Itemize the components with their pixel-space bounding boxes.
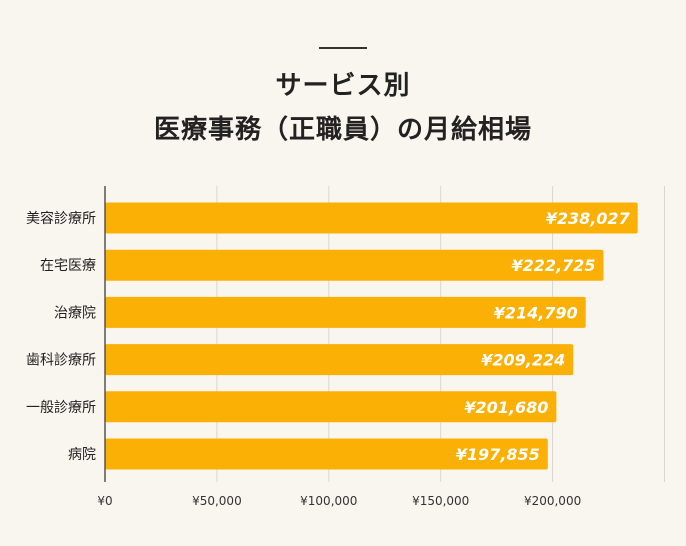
category-label: 病院 xyxy=(68,447,96,463)
category-label: 歯科診療所 xyxy=(26,352,96,369)
data-label: ¥201,680 xyxy=(464,398,548,417)
title-rule xyxy=(319,47,367,49)
x-tick-label: ¥50,000 xyxy=(192,494,242,508)
data-label: ¥197,855 xyxy=(456,445,540,464)
x-tick-label: ¥150,000 xyxy=(412,494,469,508)
category-label: 美容診療所 xyxy=(26,210,96,227)
x-tick-label: ¥200,000 xyxy=(524,494,581,508)
bar xyxy=(105,249,604,281)
chart-title-line-1: サービス別 xyxy=(275,71,411,101)
x-tick-label: ¥0 xyxy=(97,494,112,508)
category-label: 一般診療所 xyxy=(26,399,96,416)
bar xyxy=(105,344,574,376)
chart-title-line-2: 医療事務（正職員）の月給相場 xyxy=(153,115,532,145)
bar xyxy=(105,296,586,328)
axes: ¥0 ¥50,000 ¥100,000 ¥150,000 ¥200,000 xyxy=(97,186,581,508)
data-label: ¥222,725 xyxy=(511,256,595,275)
grid-lines xyxy=(216,186,665,482)
category-label: 在宅医療 xyxy=(40,257,96,274)
bar xyxy=(105,391,557,423)
data-label: ¥209,224 xyxy=(481,351,565,370)
category-label: 治療院 xyxy=(54,304,96,321)
data-label: ¥238,027 xyxy=(546,209,631,228)
data-label: ¥214,790 xyxy=(494,303,578,322)
x-tick-label: ¥100,000 xyxy=(300,494,357,508)
chart-title: サービス別 医療事務（正職員）の月給相場 xyxy=(0,64,686,152)
bar xyxy=(105,438,548,470)
bars xyxy=(105,202,638,470)
labels: 美容診療所 ¥238,027 在宅医療 ¥222,725 治療院 ¥214,790 歯科診療… xyxy=(26,209,631,464)
bar xyxy=(105,202,638,234)
